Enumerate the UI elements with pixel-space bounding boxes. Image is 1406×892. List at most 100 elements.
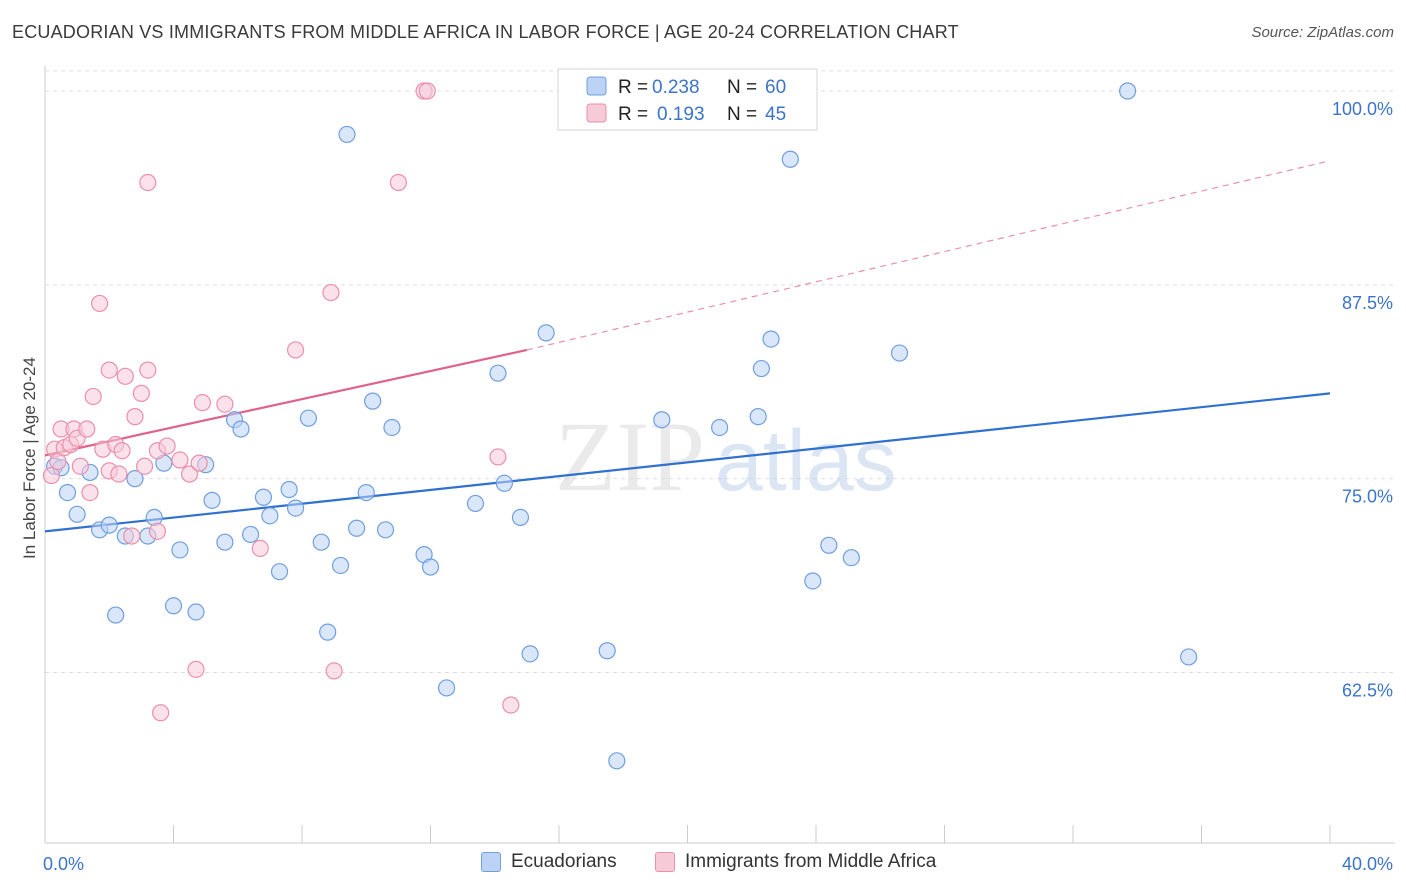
point-ecuadorians xyxy=(232,420,250,438)
gridlines xyxy=(45,70,1395,673)
point-ecuadorians xyxy=(383,418,401,437)
point-immigrants xyxy=(418,82,436,100)
point-immigrants xyxy=(81,483,99,502)
point-immigrants xyxy=(251,539,269,558)
point-ecuadorians xyxy=(286,499,305,517)
point-immigrants xyxy=(110,465,128,483)
point-ecuadorians xyxy=(299,409,318,427)
point-ecuadorians xyxy=(319,623,337,641)
point-immigrants xyxy=(132,384,150,402)
point-ecuadorians xyxy=(749,408,767,426)
point-immigrants xyxy=(286,341,305,359)
point-ecuadorians xyxy=(608,752,626,770)
point-immigrants xyxy=(113,442,131,460)
point-ecuadorians xyxy=(466,494,485,513)
point-ecuadorians xyxy=(126,470,144,488)
point-ecuadorians xyxy=(164,597,183,615)
point-immigrants xyxy=(139,173,157,192)
point-ecuadorians xyxy=(421,558,440,576)
legend-top: R = 0.238 N = 60 R = 0.193 N = 45 xyxy=(557,68,818,131)
point-ecuadorians xyxy=(521,645,539,663)
point-ecuadorians xyxy=(187,603,205,621)
legend-n-value-2: 45 xyxy=(765,104,786,125)
point-ecuadorians xyxy=(261,507,279,525)
point-immigrants xyxy=(78,420,96,438)
trend-line-ecuadorians xyxy=(44,392,1331,533)
point-ecuadorians xyxy=(145,508,163,526)
point-immigrants xyxy=(158,437,176,455)
legend-r-label-2: R = xyxy=(618,104,648,125)
legend-label-immigrants: Immigrants from Middle Africa xyxy=(685,851,937,872)
point-immigrants xyxy=(84,387,102,406)
point-ecuadorians xyxy=(280,480,298,499)
point-ecuadorians xyxy=(331,556,350,575)
legend-item-immigrants[interactable]: Immigrants from Middle Africa xyxy=(655,851,936,873)
point-immigrants xyxy=(489,448,507,466)
point-ecuadorians xyxy=(511,508,530,526)
point-ecuadorians xyxy=(762,330,780,348)
point-ecuadorians xyxy=(68,505,86,523)
x-tick-label-max: 40.0% xyxy=(1342,854,1393,874)
trend-line-immigrants-extension xyxy=(526,160,1331,351)
y-axis-label: In Labor Force | Age 20-24 xyxy=(20,357,39,559)
point-immigrants xyxy=(502,696,520,714)
point-ecuadorians xyxy=(254,488,273,506)
watermark-zip: ZIP xyxy=(555,401,705,512)
point-ecuadorians xyxy=(338,125,356,144)
point-immigrants xyxy=(91,294,109,313)
legend-n-label-2: N = xyxy=(727,104,757,125)
x-tick-label-min: 0.0% xyxy=(43,854,84,874)
watermark: ZIP atlas xyxy=(555,401,897,512)
legend-swatch-blue xyxy=(586,76,607,96)
point-immigrants xyxy=(139,361,157,379)
point-ecuadorians xyxy=(820,536,838,554)
legend-bottom: Ecuadorians Immigrants from Middle Afric… xyxy=(0,851,1406,879)
trend-line-immigrants xyxy=(44,348,528,457)
y-tick-label: 75.0% xyxy=(1342,487,1393,507)
legend-swatch-ecuadorians xyxy=(481,852,501,872)
legend-n-label-1: N = xyxy=(727,77,757,98)
axes xyxy=(44,66,1395,844)
legend-n-value-1: 60 xyxy=(765,77,786,98)
legend-r-label-1: R = xyxy=(618,77,648,98)
point-ecuadorians xyxy=(537,324,555,342)
point-immigrants xyxy=(116,367,134,385)
point-immigrants xyxy=(325,662,343,680)
point-ecuadorians xyxy=(100,516,118,534)
point-ecuadorians xyxy=(1119,82,1137,100)
legend-swatch-pink xyxy=(586,103,607,123)
point-immigrants xyxy=(126,408,144,426)
trend-lines xyxy=(44,160,1331,533)
point-ecuadorians xyxy=(495,474,513,492)
point-immigrants xyxy=(100,361,118,379)
point-immigrants xyxy=(148,522,167,540)
tick-labels: 62.5% 75.0% 87.5% 100.0% 0.0% 40.0% xyxy=(43,99,1393,874)
point-immigrants xyxy=(180,465,199,483)
y-tick-label: 100.0% xyxy=(1332,99,1393,119)
point-immigrants xyxy=(389,173,407,192)
point-immigrants xyxy=(152,704,170,722)
watermark-atlas: atlas xyxy=(715,413,897,509)
point-ecuadorians xyxy=(781,150,799,168)
legend-label-ecuadorians: Ecuadorians xyxy=(511,851,617,872)
point-ecuadorians xyxy=(348,519,366,537)
legend-r-value-1: 0.238 xyxy=(652,77,700,98)
y-tick-label: 62.5% xyxy=(1342,680,1393,700)
point-ecuadorians xyxy=(364,392,382,410)
point-immigrants xyxy=(49,452,67,471)
point-immigrants xyxy=(135,457,154,475)
point-ecuadorians xyxy=(1180,648,1198,666)
point-immigrants xyxy=(171,451,189,469)
chart-source: Source: ZipAtlas.com xyxy=(1251,24,1394,41)
point-immigrants xyxy=(322,283,340,302)
chart-title: ECUADORIAN VS IMMIGRANTS FROM MIDDLE AFR… xyxy=(12,22,959,42)
point-ecuadorians xyxy=(171,541,189,559)
point-ecuadorians xyxy=(312,533,330,551)
y-tick-label: 87.5% xyxy=(1342,293,1393,313)
legend-r-value-2: 0.193 xyxy=(657,104,705,125)
point-immigrants xyxy=(187,660,205,678)
point-immigrants xyxy=(42,466,61,485)
point-ecuadorians xyxy=(203,491,221,509)
legend-item-ecuadorians[interactable]: Ecuadorians xyxy=(481,851,617,873)
